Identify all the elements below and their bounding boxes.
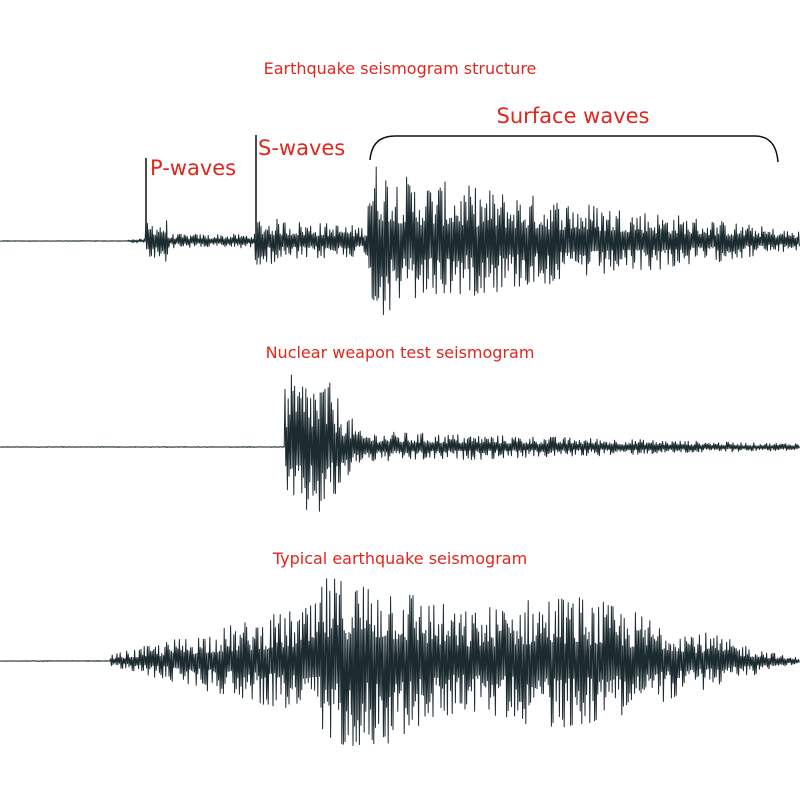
wave-label: S-waves (258, 136, 345, 160)
seismogram-trace (0, 166, 800, 316)
seismogram-trace (0, 578, 800, 746)
surface-bracket (369, 135, 779, 163)
wave-label: P-waves (150, 156, 236, 180)
wave-label: Surface waves (496, 104, 649, 128)
seismogram-trace (0, 374, 800, 512)
section-title: Nuclear weapon test seismogram (266, 343, 535, 362)
section-title: Typical earthquake seismogram (272, 549, 527, 568)
section-title: Earthquake seismogram structure (264, 59, 537, 78)
